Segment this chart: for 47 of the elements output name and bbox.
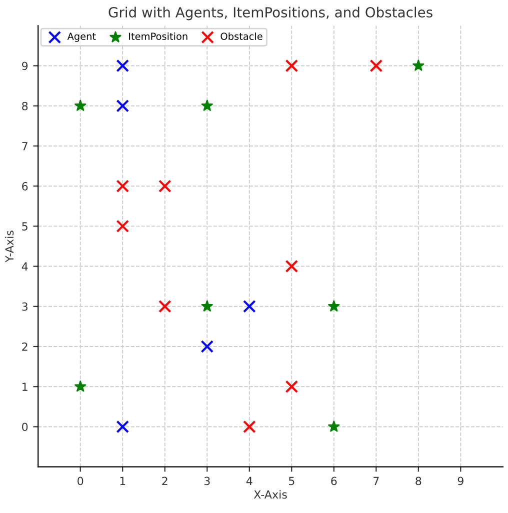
y-axis-title: Y-Axis bbox=[5, 230, 14, 262]
legend-label: ItemPosition bbox=[129, 32, 188, 40]
point bbox=[285, 380, 298, 394]
x-tick-label: 1 bbox=[120, 476, 126, 485]
point bbox=[200, 340, 214, 353]
point bbox=[158, 180, 172, 193]
y-tick-label: 5 bbox=[22, 222, 28, 231]
point bbox=[285, 260, 298, 273]
point bbox=[116, 180, 130, 193]
point bbox=[412, 60, 424, 71]
point bbox=[370, 59, 383, 72]
point bbox=[242, 420, 256, 434]
point bbox=[201, 300, 213, 312]
y-tick-label: 8 bbox=[22, 102, 28, 110]
y-tick-label: 3 bbox=[22, 302, 28, 311]
y-tick-label: 2 bbox=[22, 342, 28, 351]
point bbox=[328, 300, 340, 312]
x-tick-label: 7 bbox=[374, 476, 379, 485]
y-tick-label: 9 bbox=[22, 62, 28, 70]
y-tick-label: 0 bbox=[22, 422, 28, 432]
y-tick-label: 6 bbox=[22, 182, 28, 190]
legend-label: Obstacle bbox=[220, 32, 262, 40]
x-tick-label: 0 bbox=[78, 476, 84, 486]
y-tick-label: 4 bbox=[22, 262, 28, 271]
chart-title: Grid with Agents, ItemPositions, and Obstacles bbox=[108, 6, 432, 20]
point bbox=[242, 300, 256, 313]
point bbox=[74, 100, 86, 111]
y-tick-label: 1 bbox=[22, 382, 28, 391]
x-tick-label: 9 bbox=[458, 476, 464, 486]
x-tick-label: 3 bbox=[204, 476, 210, 486]
point bbox=[116, 99, 130, 112]
x-axis-title: X-Axis bbox=[254, 490, 287, 499]
x-tick-label: 5 bbox=[288, 476, 294, 486]
x-tick-label: 4 bbox=[246, 476, 252, 485]
x-tick-label: 6 bbox=[331, 476, 337, 486]
x-tick-label: 2 bbox=[162, 476, 168, 485]
point bbox=[201, 100, 213, 111]
y-tick-label: 7 bbox=[22, 142, 28, 150]
point bbox=[116, 220, 130, 233]
point bbox=[116, 420, 130, 434]
point bbox=[74, 380, 86, 392]
point bbox=[158, 300, 172, 313]
point bbox=[116, 59, 130, 72]
x-tick-label: 8 bbox=[416, 476, 422, 486]
point bbox=[285, 59, 298, 72]
legend-label: Agent bbox=[67, 32, 96, 42]
point bbox=[328, 420, 340, 432]
